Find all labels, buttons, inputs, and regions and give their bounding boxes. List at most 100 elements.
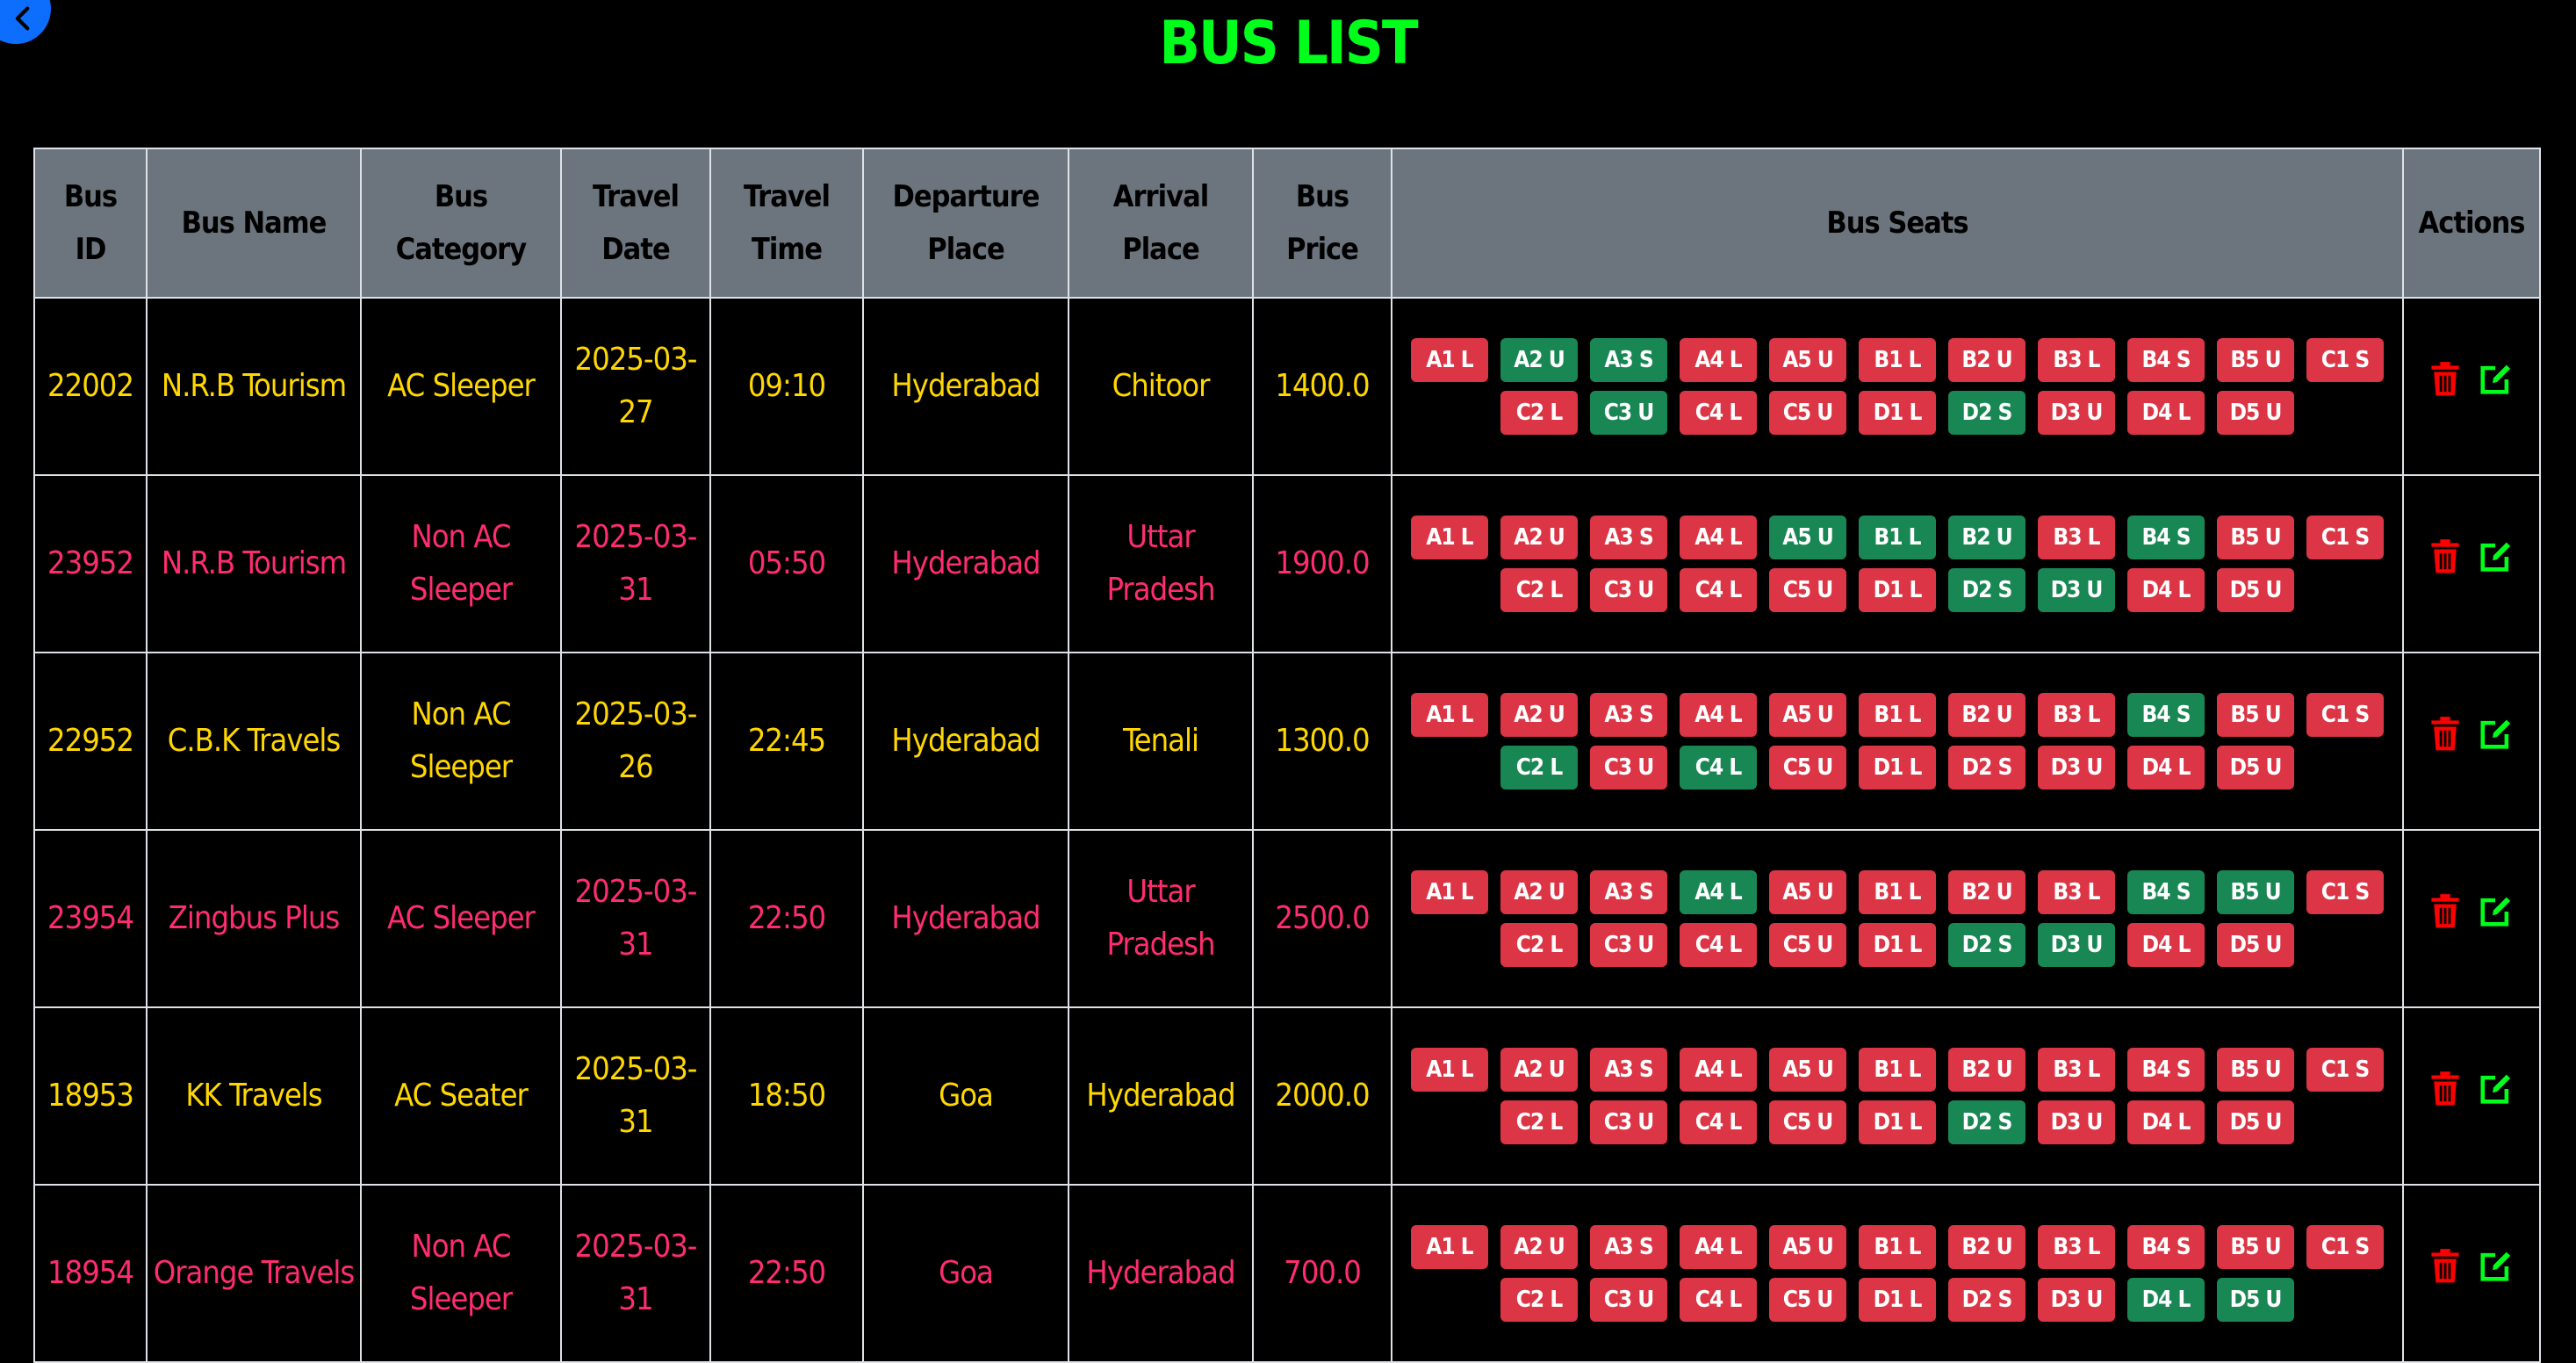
seat-booked[interactable]: A1 L bbox=[1411, 870, 1488, 914]
seat-available[interactable]: D5 U bbox=[2217, 1278, 2294, 1322]
seat-booked[interactable]: A1 L bbox=[1411, 1048, 1488, 1092]
seat-booked[interactable]: D2 S bbox=[1948, 746, 2026, 790]
seat-booked[interactable]: D5 U bbox=[2217, 1100, 2294, 1144]
seat-booked[interactable]: C2 L bbox=[1500, 1278, 1578, 1322]
seat-booked[interactable]: B5 U bbox=[2217, 338, 2294, 382]
seat-available[interactable]: A2 U bbox=[1500, 338, 1578, 382]
seat-booked[interactable]: C4 L bbox=[1680, 923, 1757, 967]
seat-booked[interactable]: C1 S bbox=[2306, 516, 2384, 559]
seat-booked[interactable]: D5 U bbox=[2217, 923, 2294, 967]
seat-booked[interactable]: B3 L bbox=[2038, 1048, 2115, 1092]
seat-booked[interactable]: B2 U bbox=[1948, 338, 2026, 382]
seat-booked[interactable]: D1 L bbox=[1859, 568, 1936, 612]
seat-booked[interactable]: A5 U bbox=[1769, 1048, 1846, 1092]
seat-booked[interactable]: B1 L bbox=[1859, 338, 1936, 382]
seat-booked[interactable]: A1 L bbox=[1411, 1225, 1488, 1269]
seat-available[interactable]: D2 S bbox=[1948, 391, 2026, 435]
edit-button[interactable] bbox=[2478, 1071, 2513, 1123]
seat-booked[interactable]: A3 S bbox=[1590, 1048, 1667, 1092]
seat-booked[interactable]: A3 S bbox=[1590, 693, 1667, 737]
seat-booked[interactable]: C1 S bbox=[2306, 693, 2384, 737]
seat-booked[interactable]: B4 S bbox=[2127, 1048, 2205, 1092]
seat-booked[interactable]: C1 S bbox=[2306, 1048, 2384, 1092]
seat-available[interactable]: D2 S bbox=[1948, 568, 2026, 612]
seat-booked[interactable]: D5 U bbox=[2217, 391, 2294, 435]
delete-button[interactable] bbox=[2430, 716, 2460, 768]
seat-booked[interactable]: C3 U bbox=[1590, 1278, 1667, 1322]
seat-booked[interactable]: A5 U bbox=[1769, 870, 1846, 914]
delete-button[interactable] bbox=[2430, 1071, 2460, 1123]
seat-booked[interactable]: B4 S bbox=[2127, 1225, 2205, 1269]
seat-booked[interactable]: A4 L bbox=[1680, 516, 1757, 559]
seat-booked[interactable]: B3 L bbox=[2038, 516, 2115, 559]
edit-button[interactable] bbox=[2478, 361, 2513, 414]
delete-button[interactable] bbox=[2430, 361, 2460, 414]
seat-available[interactable]: A5 U bbox=[1769, 516, 1846, 559]
seat-available[interactable]: B4 S bbox=[2127, 870, 2205, 914]
seat-booked[interactable]: C2 L bbox=[1500, 1100, 1578, 1144]
seat-booked[interactable]: D4 L bbox=[2127, 746, 2205, 790]
seat-booked[interactable]: D5 U bbox=[2217, 568, 2294, 612]
seat-available[interactable]: D3 U bbox=[2038, 923, 2115, 967]
seat-booked[interactable]: C2 L bbox=[1500, 923, 1578, 967]
seat-booked[interactable]: D1 L bbox=[1859, 923, 1936, 967]
seat-booked[interactable]: B2 U bbox=[1948, 1225, 2026, 1269]
seat-booked[interactable]: B2 U bbox=[1948, 693, 2026, 737]
seat-booked[interactable]: D3 U bbox=[2038, 391, 2115, 435]
seat-booked[interactable]: D1 L bbox=[1859, 391, 1936, 435]
seat-available[interactable]: C4 L bbox=[1680, 746, 1757, 790]
seat-booked[interactable]: C5 U bbox=[1769, 1100, 1846, 1144]
seat-booked[interactable]: B1 L bbox=[1859, 693, 1936, 737]
seat-booked[interactable]: C4 L bbox=[1680, 1278, 1757, 1322]
seat-booked[interactable]: B1 L bbox=[1859, 1048, 1936, 1092]
seat-booked[interactable]: D1 L bbox=[1859, 1278, 1936, 1322]
seat-booked[interactable]: A2 U bbox=[1500, 870, 1578, 914]
seat-booked[interactable]: D2 S bbox=[1948, 1278, 2026, 1322]
seat-booked[interactable]: A2 U bbox=[1500, 1048, 1578, 1092]
seat-booked[interactable]: A4 L bbox=[1680, 338, 1757, 382]
seat-booked[interactable]: B1 L bbox=[1859, 1225, 1936, 1269]
seat-booked[interactable]: D4 L bbox=[2127, 391, 2205, 435]
seat-available[interactable]: B4 S bbox=[2127, 516, 2205, 559]
seat-booked[interactable]: C1 S bbox=[2306, 1225, 2384, 1269]
seat-available[interactable]: D4 L bbox=[2127, 1278, 2205, 1322]
edit-button[interactable] bbox=[2478, 716, 2513, 768]
seat-booked[interactable]: A5 U bbox=[1769, 693, 1846, 737]
seat-booked[interactable]: B4 S bbox=[2127, 338, 2205, 382]
seat-available[interactable]: C2 L bbox=[1500, 746, 1578, 790]
seat-booked[interactable]: D3 U bbox=[2038, 746, 2115, 790]
seat-available[interactable]: D2 S bbox=[1948, 923, 2026, 967]
seat-booked[interactable]: A1 L bbox=[1411, 338, 1488, 382]
seat-booked[interactable]: D5 U bbox=[2217, 746, 2294, 790]
seat-available[interactable]: D3 U bbox=[2038, 568, 2115, 612]
seat-booked[interactable]: C3 U bbox=[1590, 923, 1667, 967]
seat-booked[interactable]: C1 S bbox=[2306, 338, 2384, 382]
seat-booked[interactable]: B3 L bbox=[2038, 338, 2115, 382]
seat-booked[interactable]: B2 U bbox=[1948, 870, 2026, 914]
seat-booked[interactable]: B5 U bbox=[2217, 1048, 2294, 1092]
seat-available[interactable]: B4 S bbox=[2127, 693, 2205, 737]
seat-booked[interactable]: A2 U bbox=[1500, 1225, 1578, 1269]
seat-booked[interactable]: B5 U bbox=[2217, 693, 2294, 737]
delete-button[interactable] bbox=[2430, 893, 2460, 946]
seat-booked[interactable]: A3 S bbox=[1590, 870, 1667, 914]
seat-booked[interactable]: C2 L bbox=[1500, 568, 1578, 612]
edit-button[interactable] bbox=[2478, 893, 2513, 946]
seat-booked[interactable]: B5 U bbox=[2217, 516, 2294, 559]
seat-available[interactable]: C3 U bbox=[1590, 391, 1667, 435]
seat-booked[interactable]: B3 L bbox=[2038, 870, 2115, 914]
seat-booked[interactable]: D1 L bbox=[1859, 746, 1936, 790]
seat-booked[interactable]: A4 L bbox=[1680, 1225, 1757, 1269]
seat-booked[interactable]: A1 L bbox=[1411, 693, 1488, 737]
seat-booked[interactable]: C5 U bbox=[1769, 1278, 1846, 1322]
seat-booked[interactable]: D4 L bbox=[2127, 1100, 2205, 1144]
seat-booked[interactable]: C3 U bbox=[1590, 568, 1667, 612]
seat-booked[interactable]: C5 U bbox=[1769, 391, 1846, 435]
seat-booked[interactable]: D4 L bbox=[2127, 568, 2205, 612]
seat-booked[interactable]: A3 S bbox=[1590, 516, 1667, 559]
seat-booked[interactable]: C3 U bbox=[1590, 1100, 1667, 1144]
seat-booked[interactable]: A3 S bbox=[1590, 1225, 1667, 1269]
seat-booked[interactable]: D1 L bbox=[1859, 1100, 1936, 1144]
seat-booked[interactable]: B1 L bbox=[1859, 870, 1936, 914]
seat-booked[interactable]: C5 U bbox=[1769, 568, 1846, 612]
